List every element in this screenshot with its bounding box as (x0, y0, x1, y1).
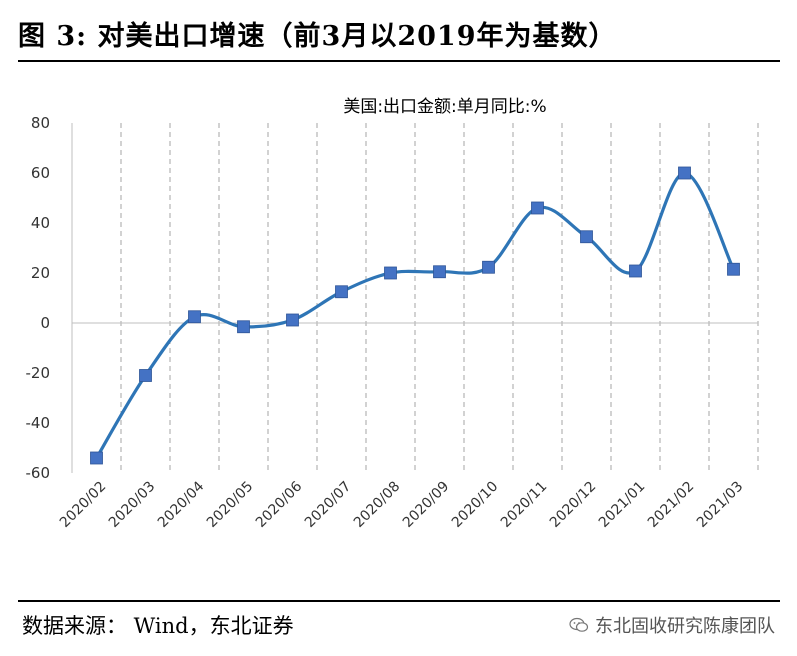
x-tick-label: 2020/09 (400, 479, 452, 531)
x-tick-label: 2020/12 (547, 479, 599, 531)
x-tick-label: 2020/11 (498, 479, 550, 531)
data-point (286, 313, 299, 327)
chart-title: 美国:出口金额:单月同比:% (343, 97, 546, 117)
y-tick-label: -20 (26, 364, 51, 382)
y-tick-label: -60 (26, 464, 51, 482)
watermark-text: 东北固收研究陈康团队 (595, 616, 775, 637)
wechat-icon (569, 617, 589, 632)
data-point (629, 264, 642, 278)
x-tick-label: 2020/10 (449, 479, 501, 531)
x-tick-label: 2020/08 (351, 479, 403, 531)
y-tick-label: 0 (40, 314, 50, 332)
x-tick-label: 2021/01 (596, 479, 648, 531)
y-tick-label: 40 (31, 214, 50, 232)
y-tick-labels: 80 60 40 20 0 -20 -40 -60 (26, 114, 51, 482)
series-markers (90, 166, 740, 465)
x-tick-label: 2020/03 (106, 479, 158, 531)
data-point (237, 320, 250, 334)
data-point (188, 310, 201, 324)
data-point (727, 262, 740, 276)
top-rule (18, 60, 780, 62)
data-point (90, 451, 103, 465)
data-point (335, 285, 348, 299)
y-tick-label: 20 (31, 264, 50, 282)
data-point (433, 265, 446, 279)
data-point (482, 260, 495, 274)
y-tick-label: 80 (31, 114, 50, 132)
chart: 美国:出口金额:单月同比:% 80 60 40 20 0 -20 -40 -60 2020/0… (26, 97, 759, 531)
x-tick-label: 2020/04 (155, 478, 208, 531)
data-point (139, 369, 152, 382)
y-tick-label: -40 (26, 414, 51, 432)
x-tick-label: 2021/02 (645, 479, 697, 531)
data-point (678, 166, 691, 180)
x-tick-label: 2020/06 (253, 478, 306, 531)
figure-title: 图 3: 对美出口增速（前3月以2019年为基数） (18, 21, 617, 52)
source-note: 数据来源： Wind，东北证券 (22, 614, 294, 638)
bottom-rule (18, 600, 780, 602)
watermark: 东北固收研究陈康团队 (569, 612, 775, 638)
data-point (531, 201, 544, 215)
x-tick-label: 2020/07 (302, 479, 354, 531)
x-tick-label: 2020/05 (204, 479, 256, 531)
x-tick-labels: 2020/022020/032020/042020/052020/062020/… (57, 478, 746, 531)
x-tick-label: 2020/02 (57, 479, 109, 531)
x-tick-label: 2021/03 (694, 479, 746, 531)
data-point (580, 230, 593, 244)
data-point (384, 266, 397, 280)
y-tick-label: 60 (31, 164, 50, 182)
grid-lines (120, 123, 759, 473)
